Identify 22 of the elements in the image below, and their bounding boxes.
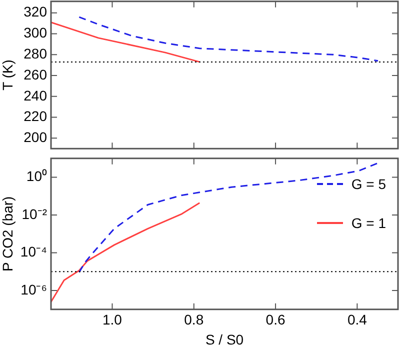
y-tick-label: 320 <box>24 4 48 20</box>
x-tick-label: 0.6 <box>266 312 286 328</box>
y-axis-title: P CO2 (bar) <box>0 196 16 272</box>
legend-label: G = 5 <box>351 176 386 192</box>
x-axis-title: S / S0 <box>205 331 244 348</box>
y-tick-label: 10⁰ <box>26 168 47 184</box>
y-tick-label: 260 <box>24 66 48 82</box>
y-tick-label: 280 <box>24 46 48 62</box>
y-tick-label: 220 <box>24 108 48 124</box>
x-tick-label: 0.4 <box>347 312 368 328</box>
y-tick-label: 300 <box>24 24 48 41</box>
y-tick-label: 10⁻⁴ <box>20 244 47 260</box>
y-tick-label: 10⁻⁶ <box>20 281 47 298</box>
y-axis-title: T (K) <box>0 60 16 90</box>
x-tick-label: 1.0 <box>102 312 122 328</box>
x-tick-label: 0.8 <box>184 312 204 328</box>
y-tick-label: 10⁻² <box>22 206 48 222</box>
legend-label: G = 1 <box>351 215 386 231</box>
y-tick-label: 200 <box>24 129 48 146</box>
y-tick-label: 240 <box>24 87 48 104</box>
line-series <box>78 16 379 62</box>
line-series <box>78 162 380 273</box>
